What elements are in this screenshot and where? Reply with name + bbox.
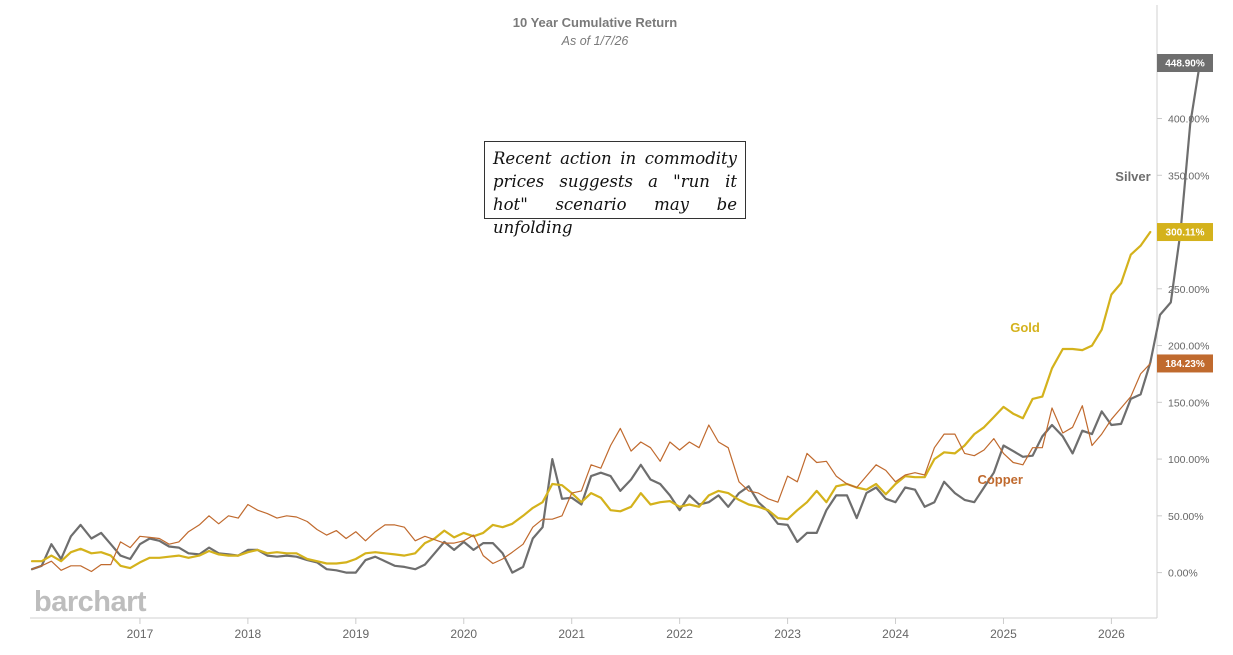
x-tick-label-2025: 2025 (990, 627, 1017, 641)
y-tick-label-200-00: 200.00% (1168, 341, 1209, 353)
badge-copper (1157, 354, 1213, 373)
y-tick-label-50-00: 50.00% (1168, 511, 1204, 523)
y-tick-label-150-00: 150.00% (1168, 397, 1209, 409)
x-tick-label-2018: 2018 (235, 627, 262, 641)
x-tick-label-2019: 2019 (342, 627, 369, 641)
y-ticks: 0.00% 50.00% 100.00% 150.00% 200.00% 250.00% 3… (1157, 114, 1209, 580)
series-labels: Silver Gold Copper (977, 169, 1150, 487)
annotation-box: Recent action in commodity prices sugges… (484, 141, 746, 237)
series-label-gold: Gold (1010, 320, 1040, 335)
badge-value-gold: 300.11% (1166, 228, 1205, 239)
badge-gold (1157, 223, 1213, 242)
x-tick-label-2023: 2023 (774, 627, 801, 641)
series-label-silver: Silver (1115, 169, 1150, 184)
badge-value-copper: 184.23% (1165, 359, 1205, 370)
y-tick-label-0-00: 0.00% (1168, 568, 1198, 580)
x-tick-label-2017: 2017 (127, 627, 154, 641)
chart-title: 10 Year Cumulative Return (513, 15, 678, 30)
x-tick-label-2020: 2020 (450, 627, 477, 641)
x-tick-label-2022: 2022 (666, 627, 693, 641)
series-line-copper (31, 362, 1151, 573)
x-tick-label-2026: 2026 (1098, 627, 1125, 641)
chart-axes (30, 5, 1158, 619)
y-tick-label-100-00: 100.00% (1168, 454, 1209, 466)
series-line-silver (30, 61, 1201, 574)
y-tick-label-350-00: 350.00% (1168, 170, 1209, 182)
x-tick-label-2024: 2024 (882, 627, 909, 641)
chart-subtitle: As of 1/7/26 (561, 34, 629, 48)
barchart-logo: barchart (34, 586, 147, 618)
series-line-gold (30, 230, 1152, 570)
badge-silver (1157, 54, 1213, 73)
x-tick-label-2021: 2021 (558, 627, 585, 641)
series-label-copper: Copper (977, 472, 1023, 487)
x-ticks: 2017 2018 2019 2020 2021 2022 2023 2024 2025 2026 (127, 618, 1125, 641)
series-lines (30, 61, 1201, 574)
last-value-badges: 448.90% 300.11% 184.23% (1157, 54, 1213, 373)
badge-value-silver: 448.90% (1165, 59, 1205, 70)
y-tick-label-400-00: 400.00% (1168, 114, 1209, 126)
y-tick-label-250-00: 250.00% (1168, 284, 1209, 296)
